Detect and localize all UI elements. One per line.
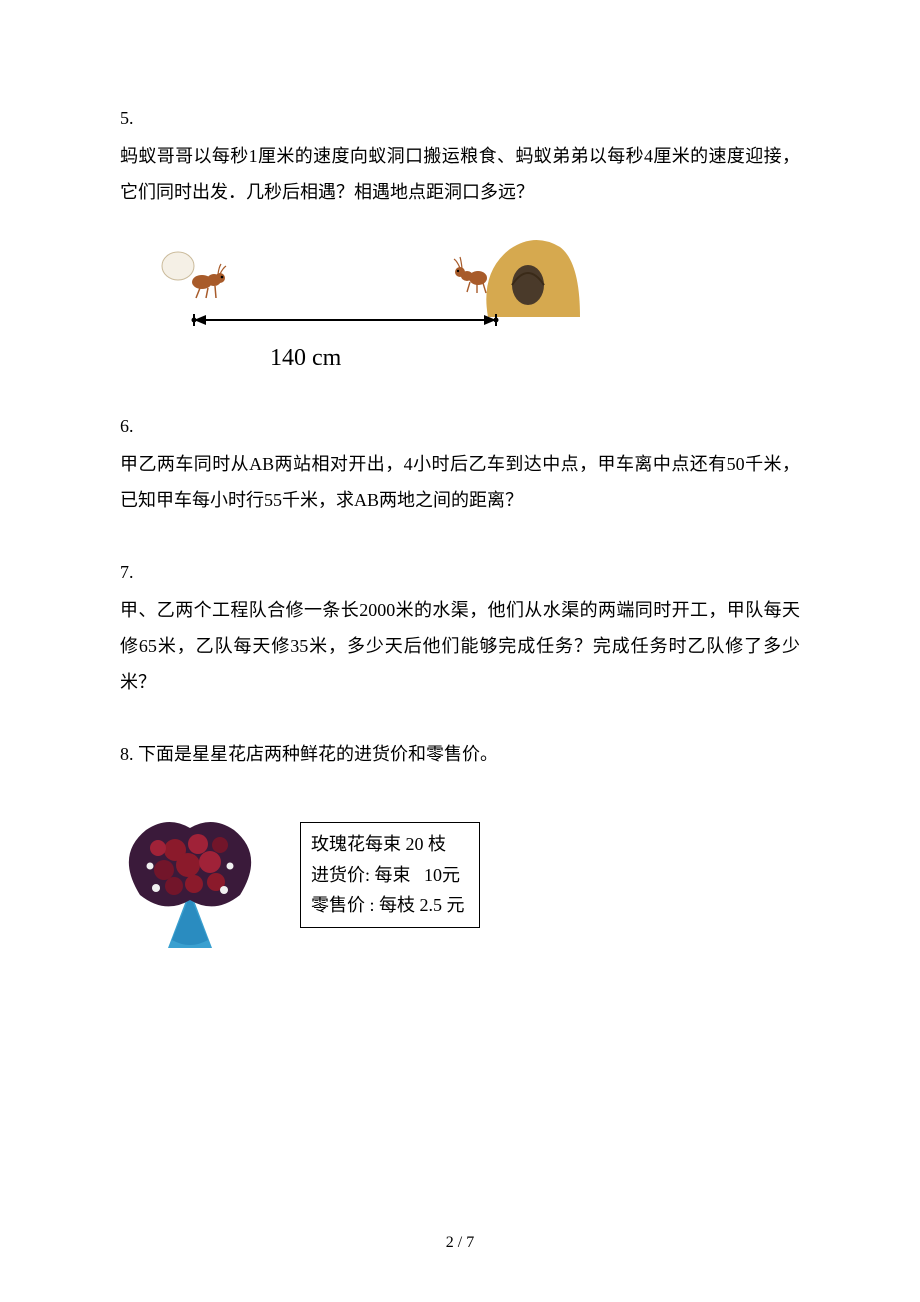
question-text: 蚂蚁哥哥以每秒1厘米的速度向蚁洞口搬运粮食、蚂蚁弟弟以每秒4厘米的速度迎接，它们… <box>120 138 800 210</box>
flower-illustration-row: 玫瑰花每束 20 枝 进货价: 每束 10元 零售价 : 每枝 2.5 元 <box>120 800 800 950</box>
distance-label: 140 cm <box>270 334 341 382</box>
question-5: 5. 蚂蚁哥哥以每秒1厘米的速度向蚁洞口搬运粮食、蚂蚁弟弟以每秒4厘米的速度迎接… <box>120 100 800 372</box>
question-number: 8. <box>120 744 134 764</box>
page-footer: 2 / 7 <box>0 1234 920 1252</box>
question-number: 6. <box>120 408 800 444</box>
distance-arrow-icon <box>190 314 500 326</box>
price-info-box: 玫瑰花每束 20 枝 进货价: 每束 10元 零售价 : 每枝 2.5 元 <box>300 822 480 928</box>
question-number: 7. <box>120 554 800 590</box>
question-intro: 下面是星星花店两种鲜花的进货价和零售价。 <box>138 744 498 764</box>
question-line: 8. 下面是星星花店两种鲜花的进货价和零售价。 <box>120 736 800 772</box>
price-line-2: 进货价: 每束 10元 <box>311 860 465 891</box>
question-text: 甲乙两车同时从AB两站相对开出，4小时后乙车到达中点，甲车离中点还有50千米，已… <box>120 446 800 518</box>
ant-elder-icon <box>160 250 230 300</box>
question-6: 6. 甲乙两车同时从AB两站相对开出，4小时后乙车到达中点，甲车离中点还有50千… <box>120 408 800 518</box>
question-number: 5. <box>120 100 800 136</box>
ant-younger-icon <box>450 250 495 295</box>
ant-illustration: 140 cm <box>160 242 800 372</box>
rose-bouquet-icon <box>120 800 260 950</box>
price-line-3: 零售价 : 每枝 2.5 元 <box>311 890 465 921</box>
anthill-icon <box>480 237 580 317</box>
question-7: 7. 甲、乙两个工程队合修一条长2000米的水渠，他们从水渠的两端同时开工，甲队… <box>120 554 800 700</box>
question-text: 甲、乙两个工程队合修一条长2000米的水渠，他们从水渠的两端同时开工，甲队每天修… <box>120 592 800 700</box>
price-line-1: 玫瑰花每束 20 枝 <box>311 829 465 860</box>
question-8: 8. 下面是星星花店两种鲜花的进货价和零售价。 <box>120 736 800 950</box>
